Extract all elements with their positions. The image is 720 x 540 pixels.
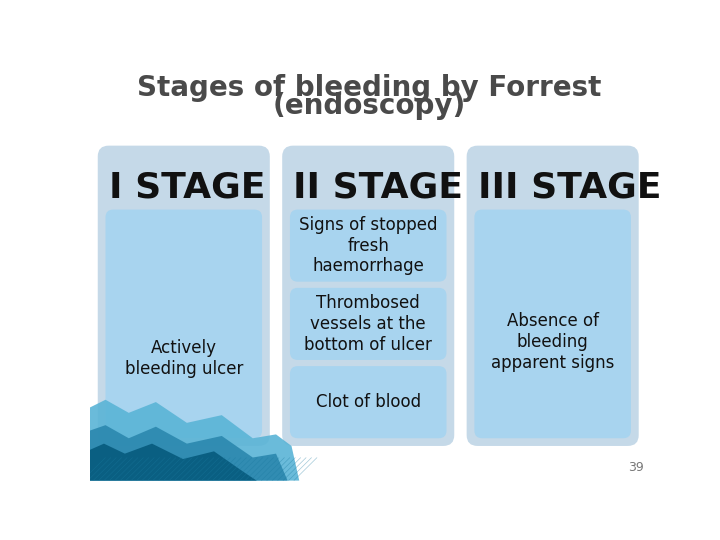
Text: Clot of blood: Clot of blood — [315, 393, 420, 411]
Text: Actively
bleeding ulcer: Actively bleeding ulcer — [125, 339, 243, 377]
Text: (endoscopy): (endoscopy) — [272, 92, 466, 120]
Text: Stages of bleeding by Forrest: Stages of bleeding by Forrest — [137, 74, 601, 102]
Polygon shape — [90, 400, 300, 481]
Text: Signs of stopped
fresh
haemorrhage: Signs of stopped fresh haemorrhage — [299, 216, 438, 275]
Text: Thrombosed
vessels at the
bottom of ulcer: Thrombosed vessels at the bottom of ulce… — [305, 294, 432, 354]
FancyBboxPatch shape — [290, 366, 446, 438]
Text: III STAGE: III STAGE — [477, 171, 661, 205]
Text: II STAGE: II STAGE — [293, 171, 463, 205]
FancyBboxPatch shape — [290, 288, 446, 360]
FancyBboxPatch shape — [474, 210, 631, 438]
FancyBboxPatch shape — [282, 146, 454, 446]
Text: I STAGE: I STAGE — [109, 171, 265, 205]
Text: Absence of
bleeding
apparent signs: Absence of bleeding apparent signs — [491, 313, 614, 372]
FancyBboxPatch shape — [290, 210, 446, 282]
Text: 39: 39 — [628, 462, 644, 475]
Polygon shape — [90, 444, 256, 481]
FancyBboxPatch shape — [467, 146, 639, 446]
FancyBboxPatch shape — [98, 146, 270, 446]
Polygon shape — [90, 425, 287, 481]
FancyBboxPatch shape — [106, 210, 262, 438]
